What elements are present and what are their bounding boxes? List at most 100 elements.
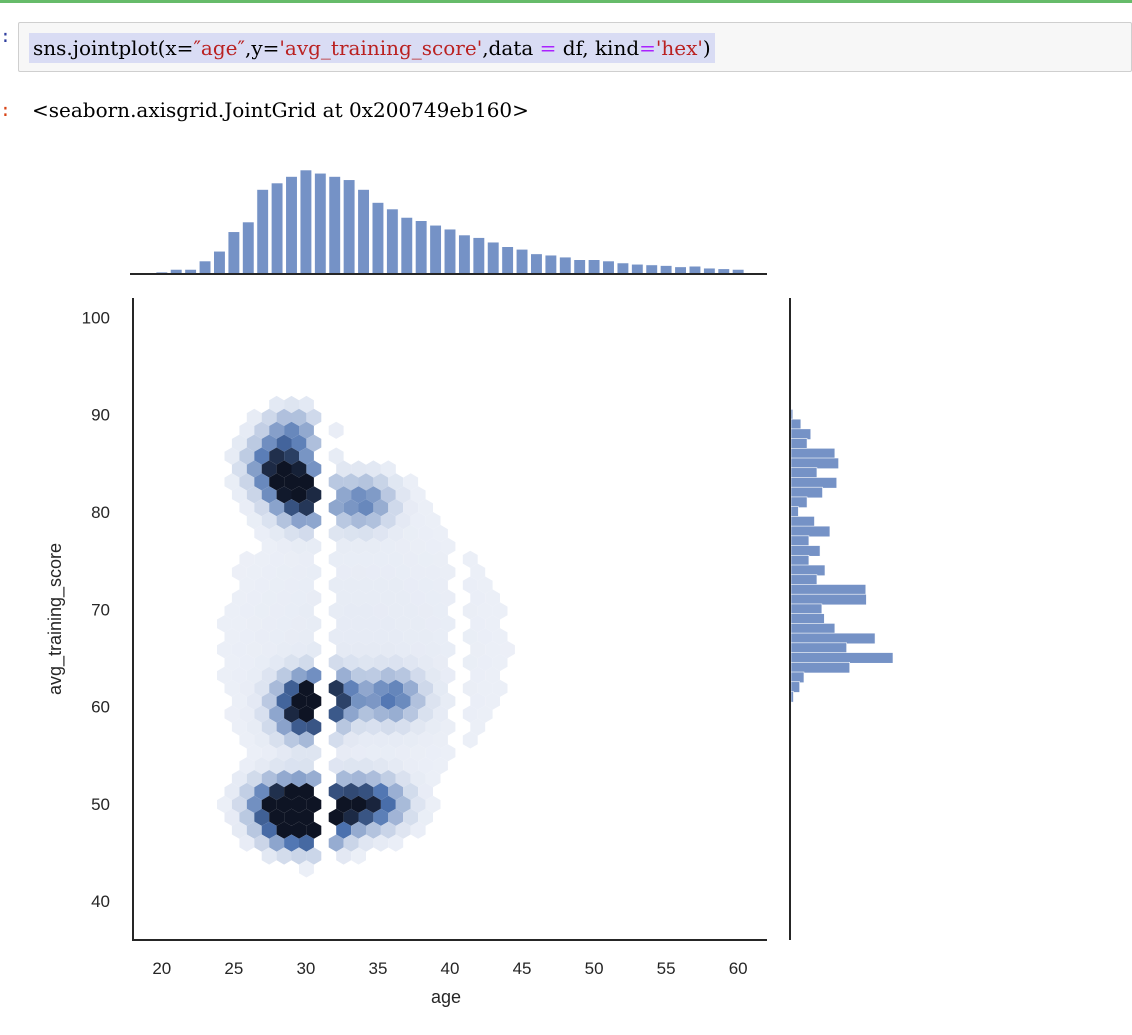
histogram-bar <box>602 260 615 275</box>
hexbin-cell <box>373 499 389 517</box>
code-cell[interactable]: sns.jointplot(x=″age″,y='avg_training_sc… <box>18 22 1132 72</box>
hexbin-cell <box>373 808 389 826</box>
hexbin-cell <box>246 615 262 633</box>
histogram-bar <box>271 182 284 275</box>
hexbin-cell <box>261 770 277 788</box>
hexbin-cell <box>284 834 299 852</box>
hexbin-cell <box>373 628 389 646</box>
hexbin-cell <box>291 666 307 684</box>
histogram-bar <box>790 525 831 538</box>
hexbin-cell <box>358 782 374 801</box>
histogram-bar <box>790 496 808 508</box>
histogram-bar <box>645 264 658 275</box>
histogram-bar <box>790 564 826 577</box>
y-tick-label: 40 <box>91 892 110 911</box>
code-line[interactable]: sns.jointplot(x=″age″,y='avg_training_sc… <box>29 33 715 63</box>
hexbin-cell <box>239 757 255 775</box>
hexbin-cell <box>254 447 270 465</box>
hexbin-cell <box>239 421 255 439</box>
hexbin-cell <box>425 666 441 684</box>
hexbin-cell <box>269 834 285 852</box>
hexbin-cell <box>343 473 359 491</box>
hexbin-cell <box>269 550 285 568</box>
histogram-bar <box>530 253 543 275</box>
hexbin-cell <box>254 602 270 620</box>
hexbin-cell <box>239 731 255 749</box>
hexbin-cell <box>336 589 352 607</box>
hexbin-cell <box>410 692 426 710</box>
hexbin-cell <box>351 641 366 659</box>
histogram-bar <box>790 661 851 674</box>
hexbin-cell <box>284 602 299 620</box>
hexbin-cell <box>269 679 285 697</box>
hexbin-cell <box>224 808 240 826</box>
hexbin-cell <box>425 744 441 762</box>
hexbin-cell <box>373 834 389 852</box>
hexbin-cell <box>261 847 277 865</box>
hexbin-cell <box>239 653 255 672</box>
hexbin-cell <box>291 615 307 633</box>
hexbin-cell <box>462 679 478 697</box>
hexbin-cell <box>358 550 374 568</box>
histogram-bar <box>256 189 269 275</box>
hexbin-cell <box>239 447 255 465</box>
hexbin-cell <box>403 524 419 543</box>
hexbin-cell <box>470 666 486 684</box>
hexbin-cell <box>366 641 381 659</box>
hexbin-cell <box>246 744 262 762</box>
hexbin-cell <box>254 550 270 568</box>
hexbin-cell <box>269 576 285 594</box>
histogram-bar <box>472 237 485 275</box>
hexbin-cell <box>239 602 255 620</box>
histogram-bar <box>688 265 702 275</box>
hexbin-cell <box>284 524 299 543</box>
hexbin-cell <box>261 563 277 581</box>
hexbin-cell <box>284 653 299 672</box>
hexbin-cell <box>418 705 433 723</box>
hexbin-cell <box>269 628 285 646</box>
hexbin-cell <box>254 705 270 723</box>
hexbin-cell <box>462 602 478 620</box>
hexbin-cell <box>299 705 314 723</box>
hexbin-cell <box>395 589 411 607</box>
hexbin-cell <box>261 641 277 659</box>
hexbin-cell <box>388 550 404 568</box>
hexbin-cell <box>470 641 486 659</box>
hexbin-cell <box>291 795 307 813</box>
hexbin-cell <box>410 589 426 607</box>
hexbin-cell <box>246 434 262 452</box>
hexbin-cell <box>410 537 426 555</box>
hexbin-cell <box>410 486 426 504</box>
histogram-bar <box>790 409 794 421</box>
histogram-bar <box>299 169 312 275</box>
hexbin-cell <box>373 524 389 543</box>
hexbin-cell <box>477 679 493 697</box>
hexbin-cell <box>306 744 322 762</box>
histogram-bar <box>790 457 839 470</box>
hexbin-cell <box>299 499 314 517</box>
hexbin-cell <box>254 808 270 826</box>
hexbin-cell <box>470 563 486 581</box>
hexbin-cell <box>380 666 396 684</box>
y-tick-label: 90 <box>91 406 110 425</box>
hexbin-cell <box>380 641 396 659</box>
hexbin-cell <box>217 641 232 659</box>
hexbin-cell <box>336 692 352 710</box>
hexbin-cell <box>388 473 404 491</box>
hexbin-cell <box>440 692 456 710</box>
hexbin-cell <box>440 563 456 581</box>
hexbin-cell <box>388 834 404 852</box>
hexbin-cell <box>388 576 404 594</box>
hexbin-cell <box>433 576 448 594</box>
hexbin-cell <box>299 860 314 878</box>
hexbin-cell <box>284 395 299 414</box>
hexbin-cell <box>261 821 277 839</box>
hexbin-cell <box>403 653 419 672</box>
hexbin-cell <box>351 615 366 633</box>
hexbin-cell <box>239 834 255 852</box>
hexbin-cell <box>388 628 404 646</box>
hexbin-cell <box>410 821 426 839</box>
hexbin-cell <box>380 821 396 839</box>
hexbin-cell <box>328 447 344 465</box>
